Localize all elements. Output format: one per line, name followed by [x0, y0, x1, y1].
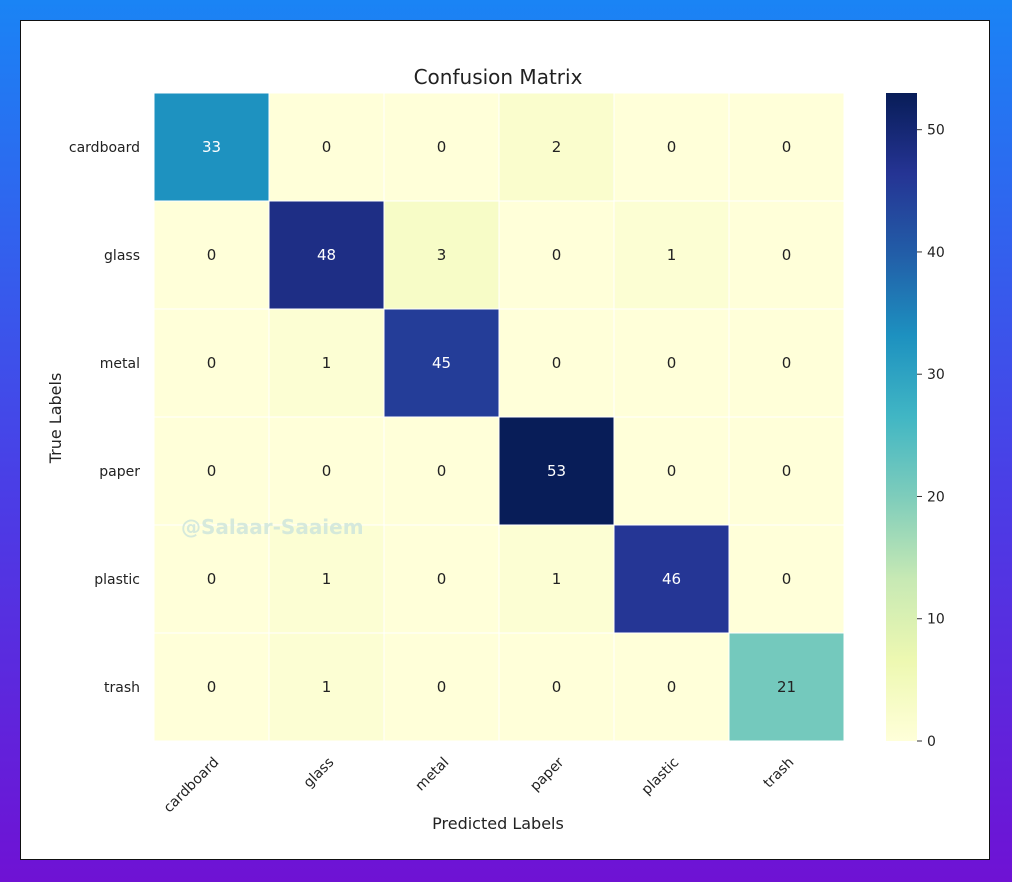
confusion-matrix-chart: Confusion Matrix 33 0 0 2 0 00 48 3 0 1 00 1 45 0 0 00 0… — [46, 65, 945, 833]
cell-value-label: 0 — [437, 678, 447, 696]
x-tick-label: cardboard — [161, 755, 223, 817]
heatmap-cell — [498, 308, 615, 418]
heatmap-cell — [383, 308, 500, 418]
cell-value-label: 46 — [662, 570, 681, 588]
colorbar-tick-label: 0 — [927, 734, 936, 750]
cell-value-label: 0 — [667, 462, 677, 480]
cell-value-label: 0 — [552, 354, 562, 372]
x-tick-label: trash — [761, 755, 798, 792]
cell-value-label: 0 — [782, 354, 792, 372]
y-tick-label: trash — [104, 680, 140, 696]
heatmap-cell — [498, 524, 615, 634]
heatmap-cell — [268, 92, 385, 202]
cell-value-label: 0 — [207, 678, 217, 696]
cell-value-label: 0 — [782, 246, 792, 264]
cell-value-label: 48 — [317, 246, 336, 264]
colorbar-tick-label: 30 — [927, 367, 945, 383]
y-axis-label: True Labels — [46, 373, 65, 465]
colorbar-gradient — [886, 93, 917, 741]
heatmap-cell — [153, 92, 270, 202]
heatmap-cell — [153, 524, 270, 634]
x-tick-labels: cardboard glass metal paper plastic trash — [161, 754, 798, 816]
y-tick-labels: cardboard glass metal paper plastic trash — [69, 140, 140, 696]
y-tick-label: cardboard — [69, 140, 140, 156]
y-tick-label: paper — [99, 464, 140, 480]
heatmap-cell — [153, 632, 270, 742]
cell-value-label: 45 — [432, 354, 451, 372]
colorbar-tick-label: 50 — [927, 123, 945, 139]
cell-value-label: 1 — [322, 354, 332, 372]
colorbar-tick-label: 10 — [927, 612, 945, 628]
heatmap-cell — [613, 92, 730, 202]
cell-value-label: 0 — [552, 246, 562, 264]
y-tick-label: metal — [100, 356, 140, 372]
heatmap-cell — [498, 200, 615, 310]
cell-value-label: 0 — [667, 138, 677, 156]
heatmap-cell — [268, 416, 385, 526]
y-tick-label: plastic — [94, 572, 140, 588]
chart-frame: Confusion Matrix 33 0 0 2 0 0 0 48 3 0 1 0 0 1 45 0 0 0 0 0… — [20, 20, 990, 860]
cell-value-label: 0 — [207, 354, 217, 372]
cell-value-label: 2 — [552, 138, 562, 156]
x-tick-label: glass — [301, 755, 338, 792]
cell-value-label: 0 — [437, 462, 447, 480]
colorbar: 0 10 20 30 40 50 — [886, 93, 945, 750]
cell-value-label: 0 — [782, 462, 792, 480]
cell-value-label: 0 — [552, 678, 562, 696]
heatmap-cell — [498, 416, 615, 526]
cell-value-label: 53 — [547, 462, 566, 480]
colorbar-tick-label: 40 — [927, 245, 945, 261]
cell-value-label: 33 — [202, 138, 221, 156]
cell-value-label: 0 — [207, 570, 217, 588]
cell-value-label: 0 — [322, 138, 332, 156]
heatmap-cell — [613, 308, 730, 418]
heatmap-cell — [383, 416, 500, 526]
heatmap-cell — [498, 92, 615, 202]
y-tick-label: glass — [104, 248, 140, 264]
heatmap-cell — [728, 308, 845, 418]
cell-value-label: 21 — [777, 678, 796, 696]
cell-value-label: 1 — [322, 570, 332, 588]
heatmap-cell — [728, 524, 845, 634]
cell-value-label: 0 — [437, 138, 447, 156]
cell-value-label: 1 — [322, 678, 332, 696]
x-axis-label: Predicted Labels — [432, 814, 564, 833]
cell-value-label: 0 — [782, 138, 792, 156]
heatmap-cell — [728, 632, 845, 742]
watermark-text: @Salaar-Saaiem — [181, 515, 364, 539]
chart-title: Confusion Matrix — [414, 65, 583, 89]
heatmap-cell — [613, 632, 730, 742]
heatmap-cell — [613, 416, 730, 526]
heatmap-cell — [383, 524, 500, 634]
cell-value-label: 0 — [437, 570, 447, 588]
heatmap-cell — [498, 632, 615, 742]
heatmap-cells: 33 0 0 2 0 0 0 48 3 0 1 0 0 1 45 0 0 0 0 0 0 53 0 0 0 1 0 1 46 0 0 1 0 0 0… — [153, 92, 845, 742]
cell-value-label: 1 — [552, 570, 562, 588]
cell-value-label: 0 — [667, 354, 677, 372]
cell-value-label: 0 — [207, 246, 217, 264]
heatmap-cell — [383, 92, 500, 202]
heatmap-cell — [728, 200, 845, 310]
heatmap-cell — [268, 308, 385, 418]
heatmap-cell — [153, 416, 270, 526]
heatmap-cell — [268, 200, 385, 310]
cell-value-label: 0 — [207, 462, 217, 480]
heatmap-cell — [153, 308, 270, 418]
cell-value-label: 3 — [437, 246, 447, 264]
x-tick-label: metal — [413, 755, 453, 795]
x-tick-label: plastic — [639, 755, 683, 799]
heatmap-cell — [613, 524, 730, 634]
cell-value-label: 0 — [667, 678, 677, 696]
heatmap-cell — [728, 92, 845, 202]
colorbar-tick-label: 20 — [927, 489, 945, 505]
cell-value-label: 0 — [322, 462, 332, 480]
x-tick-label: paper — [527, 754, 567, 794]
cell-value-label: 0 — [782, 570, 792, 588]
heatmap-cell — [728, 416, 845, 526]
cell-value-label: 1 — [667, 246, 677, 264]
